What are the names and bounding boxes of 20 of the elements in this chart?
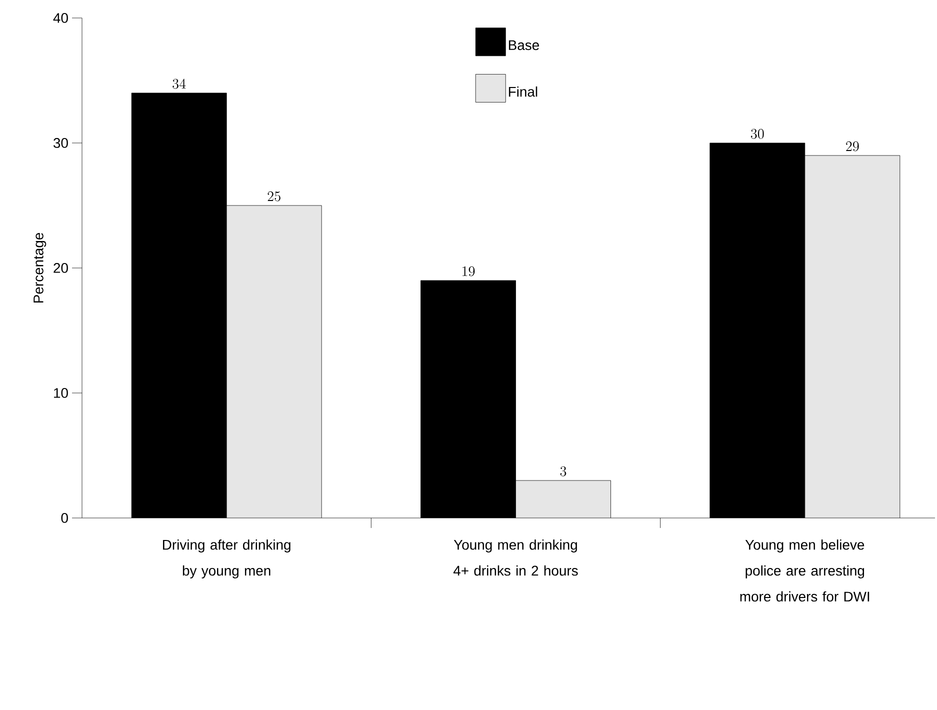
- x-tick-label: Driving after drinking by young men: [163, 540, 290, 578]
- legend-label: Base: [508, 40, 539, 50]
- data-label: 19: [462, 266, 475, 276]
- y-tick-label: 30: [54, 138, 68, 148]
- bar: [226, 205, 322, 518]
- bar: [516, 480, 611, 518]
- legend-label: Final: [508, 86, 538, 97]
- y-tick-label: 10: [54, 388, 68, 398]
- x-tick-label: Young men believe police are arresting more drivers for DWI: [740, 540, 870, 602]
- y-tick-label: 0: [61, 513, 68, 523]
- y-tick-label: 40: [53, 13, 68, 23]
- data-label: 3: [560, 466, 566, 476]
- x-tick-label: Young men drinking 4+ drinks in 2 hours: [453, 540, 578, 576]
- y-axis-title: Percentage: [34, 232, 46, 303]
- data-label: 29: [846, 141, 859, 152]
- y-tick-label: 20: [54, 263, 68, 273]
- data-label: 30: [750, 128, 764, 139]
- data-label: 25: [268, 191, 280, 202]
- bar: [804, 155, 900, 518]
- data-label: 34: [172, 78, 186, 89]
